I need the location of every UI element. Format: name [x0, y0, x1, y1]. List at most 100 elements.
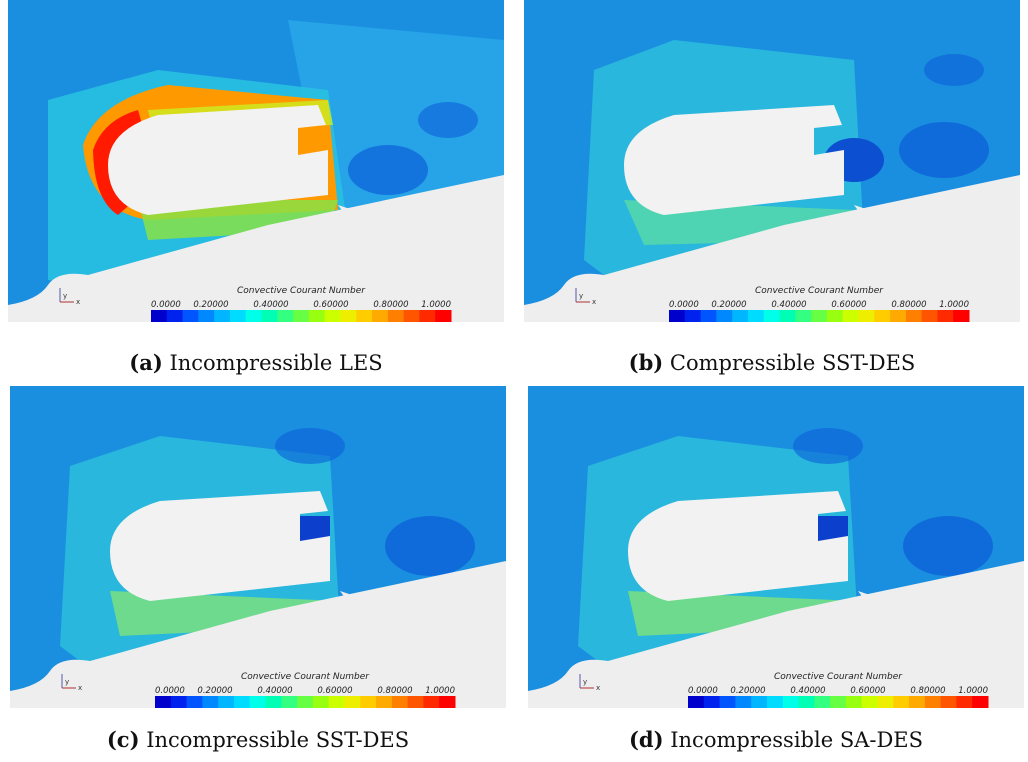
colorbar-swatch	[151, 310, 168, 322]
colorbar-tick-label: 0.40000	[790, 686, 825, 696]
colorbar-swatch	[763, 310, 781, 322]
colorbar-swatch	[814, 696, 831, 708]
svg-text:x: x	[592, 298, 596, 306]
colorbar: Convective Courant Number 0.0000 0.20000 0…	[669, 286, 970, 322]
colorbar-swatch	[972, 696, 989, 708]
colorbar-tick-label: 0.40000	[257, 686, 292, 696]
colorbar-swatch	[312, 696, 330, 708]
colorbar-swatch	[328, 696, 345, 708]
colorbar-tick-label: 0.0000	[669, 300, 699, 310]
svg-text:y: y	[583, 678, 587, 686]
colorbar-swatch	[940, 696, 957, 708]
colorbar-swatch	[170, 696, 188, 708]
colorbar-swatch	[372, 310, 389, 322]
caption-c: (c) Incompressible SST-DES	[10, 727, 506, 752]
colorbar-tick-label: 1.0000	[421, 300, 451, 310]
svg-text:x: x	[76, 298, 80, 306]
colorbar-swatch	[719, 696, 736, 708]
axes-triad-icon: y x	[579, 674, 600, 692]
colorbar-swatch	[703, 696, 721, 708]
contour-panel-a: y x Convective Courant Number 0.0000 0.20…	[8, 0, 504, 322]
colorbar-swatch	[921, 310, 938, 322]
colorbar-swatch	[747, 310, 765, 322]
colorbar-swatch	[953, 310, 970, 322]
colorbar-tick-label: 0.0000	[688, 686, 718, 696]
svg-text:Convective Courant Number: Convective Courant Number	[774, 672, 903, 682]
colorbar-swatch	[830, 696, 847, 708]
colorbar-swatch	[877, 696, 894, 708]
colorbar-swatch	[858, 310, 875, 322]
svg-text:x: x	[596, 684, 600, 692]
colorbar-swatch	[297, 696, 314, 708]
colorbar-swatch	[340, 310, 357, 322]
caption-label: (d)	[628, 727, 664, 752]
colorbar-swatch	[435, 310, 452, 322]
colorbar-swatch	[842, 310, 859, 322]
caption-text: Incompressible LES	[169, 351, 383, 375]
colorbar-swatch	[403, 310, 420, 322]
colorbar-tick-label: 0.20000	[197, 686, 232, 696]
colorbar-swatch	[166, 310, 184, 322]
colorbar-tick-label: 0.60000	[317, 686, 352, 696]
colorbar-swatch	[202, 696, 219, 708]
colorbar-swatch	[344, 696, 361, 708]
colorbar-tick-label: 1.0000	[939, 300, 969, 310]
colorbar-swatch	[751, 696, 768, 708]
colorbar-swatch	[214, 310, 231, 322]
contour-panel-d: y x Convective Courant Number 0.0000 0.20…	[528, 386, 1024, 708]
colorbar-swatch	[909, 696, 926, 708]
colorbar-swatch	[782, 696, 800, 708]
colorbar-tick-label: 1.0000	[958, 686, 988, 696]
caption-label: (c)	[106, 727, 140, 752]
colorbar-swatch	[924, 696, 942, 708]
colorbar-swatch	[391, 696, 409, 708]
contour-panel-c: y x Convective Courant Number 0.0000 0.20…	[10, 386, 506, 708]
colorbar-swatch	[732, 310, 749, 322]
colorbar-swatch	[356, 310, 373, 322]
caption-a: (a) Incompressible LES	[8, 350, 504, 375]
colorbar-swatch	[795, 310, 812, 322]
colorbar-swatch	[669, 310, 686, 322]
colorbar-swatch	[893, 696, 910, 708]
colorbar-swatch	[218, 696, 235, 708]
colorbar-swatch	[890, 310, 907, 322]
colorbar-swatch	[688, 696, 705, 708]
caption-b: (b) Compressible SST-DES	[524, 350, 1020, 375]
colorbar-swatch	[155, 696, 172, 708]
svg-text:Convective Courant Number: Convective Courant Number	[241, 672, 370, 682]
colorbar-swatch	[956, 696, 973, 708]
colorbar-swatch	[360, 696, 377, 708]
colorbar: Convective Courant Number 0.0000 0.20000 0…	[688, 672, 989, 708]
colorbar-swatch	[905, 310, 923, 322]
colorbar-swatch	[229, 310, 247, 322]
colorbar-tick-label: 0.80000	[891, 300, 926, 310]
colorbar-tick-label: 0.80000	[910, 686, 945, 696]
colorbar-swatch	[182, 310, 199, 322]
svg-text:y: y	[579, 292, 583, 300]
colorbar-swatch	[376, 696, 393, 708]
axes-triad-icon: y x	[61, 674, 82, 692]
caption-text: Incompressible SST-DES	[146, 728, 410, 752]
colorbar-tick-label: 0.20000	[711, 300, 746, 310]
colorbar-swatch	[198, 310, 215, 322]
svg-text:x: x	[78, 684, 82, 692]
caption-d: (d) Incompressible SA-DES	[528, 727, 1024, 752]
colorbar: Convective Courant Number 0.0000 0.20000 0…	[151, 286, 452, 322]
caption-text: Compressible SST-DES	[669, 351, 916, 375]
colorbar-swatch	[937, 310, 954, 322]
axes-triad-icon: y x	[575, 288, 596, 306]
colorbar-tick-label: 0.60000	[313, 300, 348, 310]
colorbar-swatch	[735, 696, 752, 708]
colorbar-swatch	[261, 310, 278, 322]
colorbar-swatch	[845, 696, 863, 708]
colorbar-tick-label: 0.40000	[253, 300, 288, 310]
colorbar-swatch	[779, 310, 796, 322]
colorbar-swatch	[233, 696, 251, 708]
colorbar-swatch	[798, 696, 815, 708]
svg-text:y: y	[65, 678, 69, 686]
colorbar-swatch	[423, 696, 440, 708]
caption-text: Incompressible SA-DES	[670, 728, 924, 752]
colorbar-tick-label: 0.80000	[373, 300, 408, 310]
colorbar-swatch	[716, 310, 733, 322]
contour-panel-b: y x Convective Courant Number 0.0000 0.20…	[524, 0, 1020, 322]
